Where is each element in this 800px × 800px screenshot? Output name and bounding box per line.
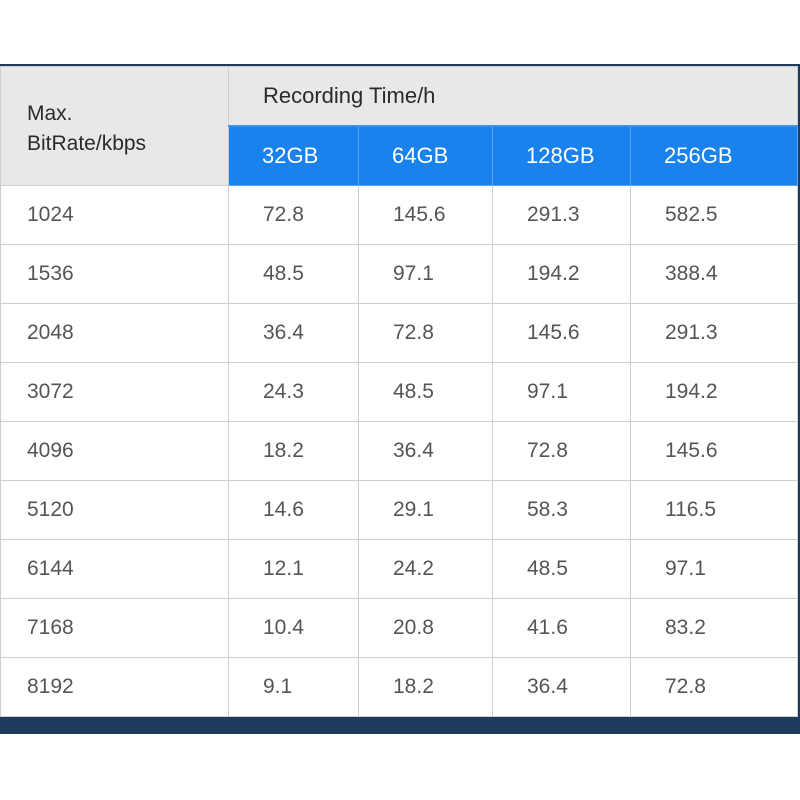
time-cell: 29.1 — [358, 480, 493, 540]
time-cell: 48.5 — [228, 244, 359, 304]
bitrate-cell: 2048 — [0, 303, 229, 363]
time-cell: 291.3 — [492, 185, 631, 245]
time-cell: 72.8 — [629, 657, 799, 717]
table-row: 6144 12.1 24.2 48.5 97.1 — [0, 539, 799, 599]
time-cell: 41.6 — [492, 598, 631, 658]
time-cell: 48.5 — [492, 539, 631, 599]
bitrate-cell: 6144 — [0, 539, 229, 599]
time-cell: 145.6 — [492, 303, 631, 363]
capacity-header-128gb: 128GB — [492, 125, 631, 186]
time-cell: 194.2 — [492, 244, 631, 304]
bitrate-cell: 4096 — [0, 421, 229, 481]
bitrate-cell: 5120 — [0, 480, 229, 540]
time-cell: 12.1 — [228, 539, 359, 599]
time-cell: 72.8 — [358, 303, 493, 363]
time-cell: 48.5 — [358, 362, 493, 422]
time-cell: 14.6 — [228, 480, 359, 540]
time-cell: 36.4 — [492, 657, 631, 717]
bitrate-header-line2: BitRate/kbps — [27, 132, 147, 155]
time-cell: 116.5 — [629, 480, 799, 540]
table-row: 7168 10.4 20.8 41.6 83.2 — [0, 598, 799, 658]
time-cell: 58.3 — [492, 480, 631, 540]
time-cell: 582.5 — [629, 185, 799, 245]
table-row: 2048 36.4 72.8 145.6 291.3 — [0, 303, 799, 363]
bitrate-cell: 3072 — [0, 362, 229, 422]
bitrate-column-header: Max. BitRate/kbps — [0, 66, 229, 186]
time-cell: 145.6 — [629, 421, 799, 481]
time-cell: 9.1 — [228, 657, 359, 717]
time-cell: 97.1 — [358, 244, 493, 304]
time-cell: 18.2 — [228, 421, 359, 481]
time-cell: 97.1 — [629, 539, 799, 599]
table-row: 1536 48.5 97.1 194.2 388.4 — [0, 244, 799, 304]
table-row: 4096 18.2 36.4 72.8 145.6 — [0, 421, 799, 481]
time-cell: 72.8 — [228, 185, 359, 245]
bitrate-cell: 1024 — [0, 185, 229, 245]
header-row-capacities: 32GB 64GB 128GB 256GB — [1, 125, 799, 186]
header-row-group: Max. BitRate/kbps Recording Time/h — [0, 66, 799, 186]
time-cell: 388.4 — [629, 244, 799, 304]
table-row: 3072 24.3 48.5 97.1 194.2 — [0, 362, 799, 422]
time-cell: 194.2 — [629, 362, 799, 422]
bitrate-cell: 7168 — [0, 598, 229, 658]
time-cell: 20.8 — [358, 598, 493, 658]
table-row: 5120 14.6 29.1 58.3 116.5 — [0, 480, 799, 540]
table-row: 8192 9.1 18.2 36.4 72.8 — [0, 657, 799, 717]
time-cell: 72.8 — [492, 421, 631, 481]
time-cell: 36.4 — [358, 421, 493, 481]
time-cell: 36.4 — [228, 303, 359, 363]
time-cell: 97.1 — [492, 362, 631, 422]
bitrate-header-line1: Max. — [27, 102, 73, 125]
time-cell: 10.4 — [228, 598, 359, 658]
bitrate-cell: 1536 — [0, 244, 229, 304]
recording-time-header: Recording Time/h — [227, 66, 799, 126]
time-cell: 24.3 — [228, 362, 359, 422]
table-row: 1024 72.8 145.6 291.3 582.5 — [0, 185, 799, 245]
recording-time-table: Max. BitRate/kbps Recording Time/h 32GB … — [0, 66, 799, 717]
time-cell: 18.2 — [358, 657, 493, 717]
capacity-header-32gb: 32GB — [228, 125, 359, 186]
time-cell: 83.2 — [629, 598, 799, 658]
time-cell: 291.3 — [629, 303, 799, 363]
capacity-header-64gb: 64GB — [358, 125, 493, 186]
bitrate-cell: 8192 — [0, 657, 229, 717]
capacity-header-256gb: 256GB — [629, 125, 799, 186]
time-cell: 145.6 — [358, 185, 493, 245]
time-cell: 24.2 — [358, 539, 493, 599]
